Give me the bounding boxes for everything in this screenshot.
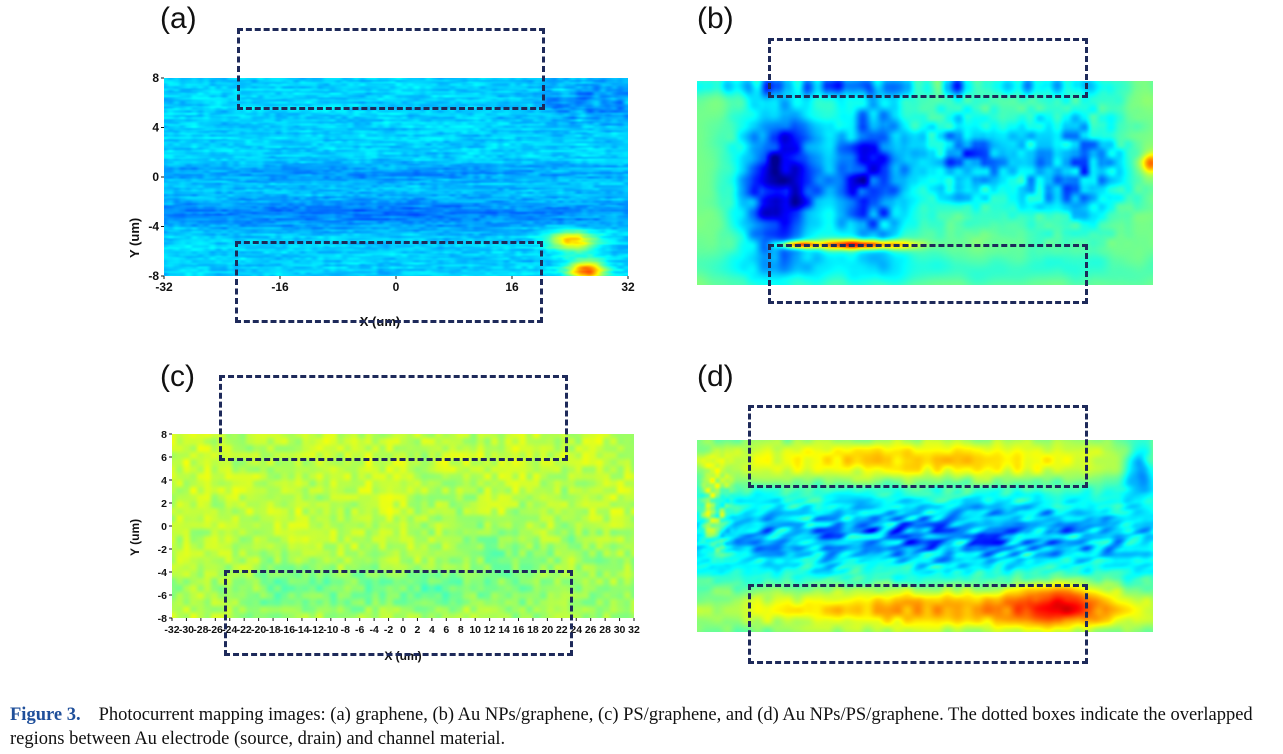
x-tick-label: 18	[527, 624, 539, 636]
panel-d-source-box	[748, 584, 1088, 664]
panel-b-label: (b)	[697, 2, 734, 35]
x-tick-label: -32	[155, 280, 173, 294]
y-tick-label: -6	[158, 590, 167, 602]
x-tick-label: -22	[237, 624, 252, 636]
panel-a-y-ticks: 8 4 0 -4 -8	[148, 71, 164, 283]
y-tick-label: -2	[158, 544, 167, 556]
x-tick-label: -2	[384, 624, 393, 636]
caption-text: Photocurrent mapping images: (a) graphen…	[10, 705, 1253, 749]
panel-a-label: (a)	[160, 2, 197, 35]
x-tick-label: -12	[309, 624, 324, 636]
x-tick-label: 16	[513, 624, 525, 636]
panel-c-drain-box	[219, 375, 568, 461]
panel-a-source-box	[235, 241, 543, 323]
x-tick-label: 26	[585, 624, 597, 636]
panel-d-drain-box	[748, 405, 1088, 488]
y-tick-label: -4	[158, 567, 167, 579]
x-tick-label: -8	[341, 624, 350, 636]
x-tick-label: -20	[251, 624, 266, 636]
x-tick-label: -30	[179, 624, 194, 636]
x-tick-label: -16	[271, 280, 289, 294]
x-tick-label: -6	[355, 624, 364, 636]
panel-c-x-ticks: -32 -30 -28 -26 -2 4 -22 -20 -18 -16 -14 -12 -10 -8 -6…	[164, 618, 640, 636]
x-tick-label: 8	[458, 624, 464, 636]
y-tick-label: 8	[152, 71, 159, 85]
x-tick-label: 6	[443, 624, 449, 636]
x-tick-label: -4	[369, 624, 378, 636]
y-tick-label: 4	[161, 475, 167, 487]
panel-c-photocurrent-map	[172, 434, 634, 618]
panel-c-x-title: X (um)	[384, 649, 421, 663]
panel-d-photocurrent-map	[697, 440, 1153, 632]
x-tick-label: 28	[599, 624, 611, 636]
panel-c-y-ticks: 8 6 4 2 0 -2 -4 -6 -8	[158, 429, 172, 625]
x-tick-label: 30	[614, 624, 626, 636]
x-tick-label: -14	[294, 624, 309, 636]
x-tick-label: -32	[164, 624, 179, 636]
y-tick-label: 4	[152, 121, 159, 135]
panel-b-photocurrent-map	[697, 81, 1153, 285]
x-tick-label: -28	[193, 624, 208, 636]
x-tick-label: -26	[208, 624, 223, 636]
y-tick-label: 6	[161, 452, 167, 464]
panel-a-drain-box	[237, 28, 545, 110]
x-tick-label: 16	[505, 280, 519, 294]
y-tick-label: 0	[152, 170, 159, 184]
y-tick-label: 2	[161, 498, 167, 510]
x-tick-label: -16	[280, 624, 295, 636]
x-tick-label: -10	[323, 624, 338, 636]
x-tick-label: 0	[393, 280, 400, 294]
panel-a-x-ticks: -32 -16 0 16 32	[155, 276, 635, 294]
x-tick-label: 20	[542, 624, 554, 636]
y-tick-label: 8	[161, 429, 167, 441]
x-tick-label: 24	[570, 624, 582, 636]
x-tick-label: 32	[628, 624, 640, 636]
x-tick-label: 0	[400, 624, 406, 636]
panel-a-y-title: Y (um)	[127, 218, 142, 258]
y-tick-label: -8	[148, 269, 159, 283]
x-tick-label: 2	[415, 624, 421, 636]
x-tick-label: 12	[484, 624, 496, 636]
y-tick-label: -4	[148, 220, 159, 234]
x-tick-label: 4	[429, 624, 435, 636]
panel-a-axes: 840-4-8 -32 -16 0 16 32 Y (um) X (um)	[127, 71, 635, 329]
x-tick-label: 10	[469, 624, 481, 636]
y-tick-label: 0	[161, 521, 167, 533]
x-tick-label: 32	[621, 280, 635, 294]
panel-b-drain-box	[768, 38, 1088, 98]
panel-c-y-title: Y (um)	[128, 519, 142, 556]
x-tick-label: 14	[498, 624, 510, 636]
panel-c-label: (c)	[160, 360, 195, 393]
x-tick-label: 22	[556, 624, 568, 636]
y-tick-label: -8	[158, 613, 167, 625]
figure-label: Figure 3.	[10, 705, 81, 725]
figure-caption: Figure 3. Photocurrent mapping images: (a…	[10, 703, 1275, 751]
panel-c-source-box	[224, 570, 573, 656]
panel-b-source-box	[768, 244, 1088, 304]
x-tick-label: -18	[265, 624, 280, 636]
panel-d-label: (d)	[697, 360, 734, 393]
